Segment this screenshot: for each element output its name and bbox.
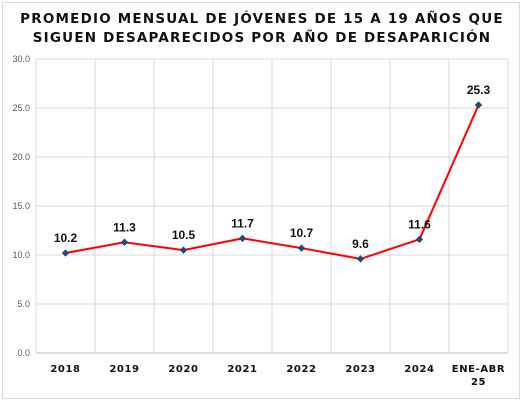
x-tick-label: 2024 <box>404 364 434 375</box>
chart-frame <box>2 2 520 399</box>
y-axis-ticks: 0.0 5.0 10.0 15.0 20.0 25.0 30.0 <box>12 54 30 358</box>
data-point <box>474 101 483 109</box>
data-point <box>356 255 365 263</box>
series-group <box>61 101 483 263</box>
y-tick-label: 25.0 <box>12 103 30 113</box>
data-label: 11.7 <box>231 216 254 230</box>
y-tick-label: 0.0 <box>17 348 30 358</box>
x-tick-label: ENE-ABR 25 <box>452 364 505 388</box>
data-point <box>179 246 188 254</box>
chart-title: PROMEDIO MENSUAL DE JÓVENES DE 15 A 19 A… <box>0 10 524 48</box>
x-tick-label: 2023 <box>345 364 375 375</box>
data-label: 9.6 <box>352 237 369 251</box>
y-tick-label: 5.0 <box>17 299 30 309</box>
data-label: 10.5 <box>172 228 196 242</box>
data-point <box>415 235 424 243</box>
data-label: 10.7 <box>290 226 314 240</box>
chart-title-line-2: SIGUEN DESAPARECIDOS POR AÑO DE DESAPARI… <box>32 30 492 46</box>
data-label: 10.2 <box>54 231 78 245</box>
y-tick-label: 15.0 <box>12 201 30 211</box>
grid-lines <box>35 58 509 354</box>
x-tick-label: 2022 <box>286 364 316 375</box>
data-label: 11.3 <box>113 220 136 234</box>
data-point <box>61 249 70 257</box>
y-tick-label: 20.0 <box>12 152 30 162</box>
x-tick-label: 2018 <box>50 364 80 375</box>
x-axis-ticks: 2018 2019 2020 2021 2022 2023 2024 ENE-ABR 25 <box>50 364 505 388</box>
data-point <box>120 238 129 246</box>
data-label: 11.6 <box>408 217 431 231</box>
data-labels: 10.2 11.3 10.5 11.7 10.7 9.6 11.6 25.3 <box>54 83 491 251</box>
series-line <box>65 104 480 260</box>
y-tick-label: 30.0 <box>12 54 30 64</box>
data-point <box>238 234 247 242</box>
x-tick-label: 2019 <box>109 364 139 375</box>
x-tick-label: 2021 <box>227 364 257 375</box>
data-label: 25.3 <box>467 83 491 97</box>
chart-title-line-1: PROMEDIO MENSUAL DE JÓVENES DE 15 A 19 A… <box>20 11 504 27</box>
data-point <box>297 244 306 252</box>
x-tick-label: 2020 <box>168 364 198 375</box>
y-tick-label: 10.0 <box>12 250 30 260</box>
